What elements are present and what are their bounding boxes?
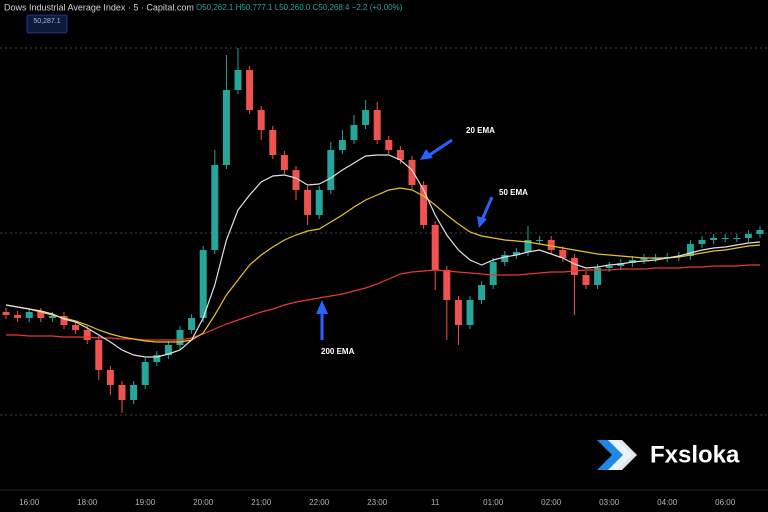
candle-body xyxy=(14,315,22,318)
x-tick-label: 19:00 xyxy=(135,498,156,507)
arrow-head xyxy=(316,300,328,314)
candle-body xyxy=(118,385,126,400)
price-badge-box xyxy=(26,14,68,34)
candle-body xyxy=(246,70,254,110)
x-tick-label: 21:00 xyxy=(251,498,272,507)
candle-body xyxy=(25,312,33,318)
x-tick-label: 02:00 xyxy=(541,498,562,507)
candle-body xyxy=(350,125,358,140)
candle-body xyxy=(164,345,172,355)
candle-body xyxy=(153,355,161,362)
candle-body xyxy=(130,385,138,400)
candle-body xyxy=(211,165,219,250)
candle-body xyxy=(582,275,590,285)
x-tick-label: 23:00 xyxy=(367,498,388,507)
candle-body xyxy=(385,140,393,150)
candle-body xyxy=(188,318,196,330)
candle-body xyxy=(756,230,764,234)
candle-body xyxy=(269,130,277,155)
candle-body xyxy=(292,170,300,190)
watermark-text: Fxsloka xyxy=(650,441,740,468)
candle-body xyxy=(37,312,45,318)
candle-body xyxy=(396,150,404,160)
candle-body xyxy=(373,110,381,140)
x-tick-label: 20:00 xyxy=(193,498,214,507)
candle-body xyxy=(570,258,578,275)
candle-body xyxy=(594,268,602,285)
candle-body xyxy=(199,250,207,318)
annotations xyxy=(316,138,494,340)
x-tick-label: 22:00 xyxy=(309,498,330,507)
candle-body xyxy=(222,90,230,165)
candle-body xyxy=(443,270,451,300)
ema-line xyxy=(5,187,761,343)
candle-body xyxy=(60,316,68,325)
ema-line xyxy=(5,154,761,358)
candle-body xyxy=(478,285,486,300)
candle-body xyxy=(640,258,648,260)
plot-area xyxy=(2,48,764,413)
candle-body xyxy=(454,300,462,325)
candle-body xyxy=(524,240,532,252)
candle-body xyxy=(733,238,741,239)
x-tick-label: 04:00 xyxy=(657,498,678,507)
candle-body xyxy=(559,250,567,258)
candle-body xyxy=(48,316,56,318)
candle-body xyxy=(141,362,149,385)
candle-body xyxy=(106,370,114,385)
arrow-head xyxy=(420,149,433,160)
candle-body xyxy=(489,262,497,285)
candle-body xyxy=(431,225,439,270)
ema-annotation: 20 EMA xyxy=(466,126,495,135)
watermark-logo: Fxsloka xyxy=(597,440,740,470)
ohlc-readout: O50,262.1 H50,777.1 L50,260.0 C50,268.4 … xyxy=(196,3,403,12)
candle-body xyxy=(83,330,91,340)
candle-body xyxy=(744,234,752,238)
candle-body xyxy=(710,238,718,240)
x-tick-label: 01:00 xyxy=(483,498,504,507)
arrow xyxy=(427,138,453,158)
price-badge: 50,287.1 xyxy=(33,18,60,25)
candle-body xyxy=(72,325,80,330)
candle-body xyxy=(95,340,103,370)
ema-annotation: 200 EMA xyxy=(321,347,355,356)
candle-body xyxy=(315,190,323,215)
chart-title: Dows Industrial Average Index · 5 · Capi… xyxy=(4,2,194,12)
candle-body xyxy=(176,330,184,345)
x-tick-label: 18:00 xyxy=(77,498,98,507)
candle-body xyxy=(605,266,613,268)
ema-annotation: 50 EMA xyxy=(499,188,528,197)
logo-shape xyxy=(608,440,637,470)
candle-body xyxy=(420,185,428,225)
x-tick-label: 03:00 xyxy=(599,498,620,507)
candle-body xyxy=(466,300,474,325)
x-tick-label: 11 xyxy=(431,498,440,507)
candle-body xyxy=(721,238,729,239)
candle-body xyxy=(304,190,312,215)
candle-body xyxy=(408,160,416,185)
candle-body xyxy=(2,312,10,315)
candle-body xyxy=(362,110,370,125)
candle-body xyxy=(338,140,346,150)
candle-body xyxy=(234,70,242,90)
arrow-head xyxy=(477,216,487,228)
candle-body xyxy=(280,155,288,170)
x-tick-label: 06:00 xyxy=(715,498,736,507)
candle-body xyxy=(536,240,544,241)
candle-body xyxy=(512,252,520,255)
candle-body xyxy=(686,244,694,256)
candle-body xyxy=(698,240,706,244)
candle-body xyxy=(547,240,555,250)
candle-body xyxy=(501,255,509,262)
arrow xyxy=(480,196,494,221)
candle-body xyxy=(257,110,265,130)
candle-body xyxy=(327,150,335,190)
x-tick-label: 16:00 xyxy=(19,498,40,507)
